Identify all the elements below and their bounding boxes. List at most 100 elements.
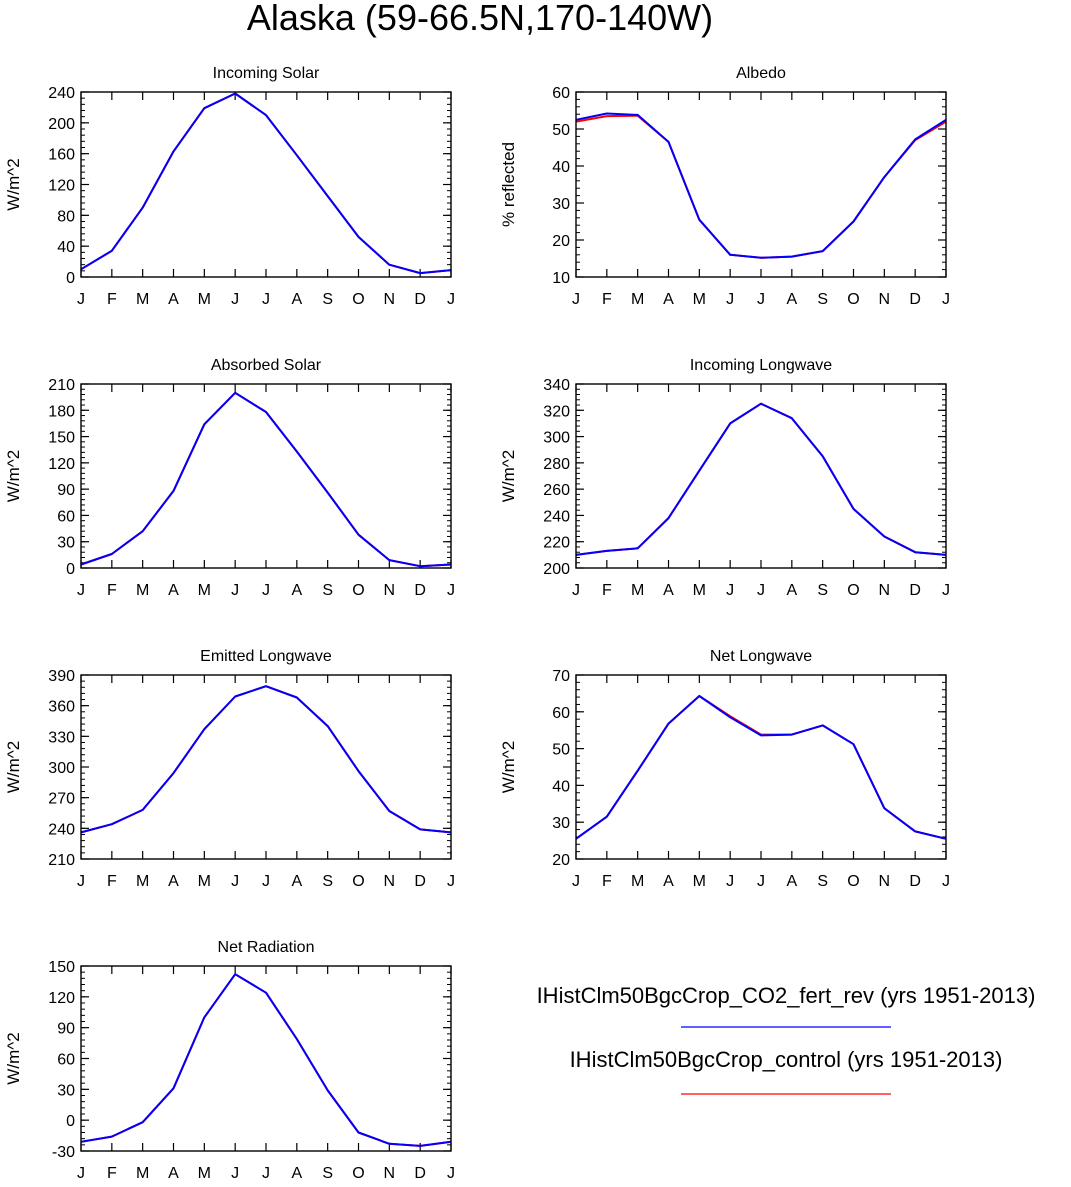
y-tick-label: 0: [66, 270, 75, 287]
y-tick-label: 90: [57, 1021, 75, 1038]
x-tick-label: A: [663, 873, 674, 890]
x-tick-label: A: [663, 291, 674, 308]
x-tick-label: J: [942, 582, 950, 599]
y-tick-label: 240: [543, 508, 570, 525]
y-tick-label: 210: [48, 852, 75, 869]
y-tick-label: 50: [552, 742, 570, 759]
x-tick-label: A: [291, 873, 302, 890]
chart-title: Albedo: [736, 65, 786, 82]
y-tick-label: 320: [543, 403, 570, 420]
chart-title: Net Longwave: [710, 648, 812, 665]
x-tick-label: S: [817, 873, 828, 890]
x-tick-label: M: [136, 291, 149, 308]
x-tick-label: F: [602, 873, 612, 890]
y-axis-label: W/m^2: [4, 158, 23, 210]
y-tick-label: 240: [48, 85, 75, 102]
x-tick-label: J: [262, 291, 270, 308]
x-tick-label: A: [786, 582, 797, 599]
series-line-2: [575, 114, 947, 259]
x-tick-label: J: [572, 291, 580, 308]
x-tick-label: J: [77, 582, 85, 599]
plot-frame: [80, 91, 452, 278]
y-tick-label: 360: [48, 699, 75, 716]
y-tick-label: 270: [48, 791, 75, 808]
y-tick-label: 330: [48, 729, 75, 746]
y-tick-label: 300: [543, 430, 570, 447]
x-tick-label: M: [136, 873, 149, 890]
x-tick-label: F: [107, 1165, 117, 1182]
chart-title: Incoming Longwave: [690, 357, 832, 374]
y-tick-label: 240: [48, 821, 75, 838]
x-tick-label: O: [352, 291, 364, 308]
x-tick-label: A: [663, 582, 674, 599]
y-tick-label: 340: [543, 377, 570, 394]
y-tick-label: 150: [48, 430, 75, 447]
x-tick-label: D: [909, 291, 921, 308]
chart-panel-1: Incoming Solar W/m^2 0 40 80 120 160 200 240 J F M A…: [4, 65, 455, 308]
x-tick-label: M: [136, 582, 149, 599]
x-tick-label: N: [879, 582, 891, 599]
legend-label-2: IHistClm50BgcCrop_control (yrs 1951-2013…: [570, 1047, 1003, 1072]
x-tick-label: N: [384, 582, 396, 599]
x-tick-label: J: [757, 291, 765, 308]
plot-frame: [80, 383, 452, 569]
x-tick-label: A: [291, 1165, 302, 1182]
x-tick-label: M: [198, 873, 211, 890]
y-axis-label: W/m^2: [499, 450, 518, 502]
x-tick-label: D: [414, 291, 426, 308]
chart-title: Emitted Longwave: [200, 648, 332, 665]
y-tick-label: 50: [552, 122, 570, 139]
y-tick-label: 200: [543, 561, 570, 578]
x-tick-label: J: [757, 582, 765, 599]
x-tick-label: J: [447, 582, 455, 599]
x-tick-label: M: [693, 291, 706, 308]
y-tick-label: 60: [57, 508, 75, 525]
y-tick-label: 0: [66, 1113, 75, 1130]
x-tick-label: F: [107, 582, 117, 599]
x-tick-label: A: [786, 873, 797, 890]
x-tick-label: J: [262, 582, 270, 599]
x-tick-label: N: [879, 873, 891, 890]
y-tick-label: 30: [552, 815, 570, 832]
plot-frame: [575, 674, 947, 860]
y-tick-label: 120: [48, 178, 75, 195]
y-tick-label: 150: [48, 959, 75, 976]
y-tick-label: 200: [48, 116, 75, 133]
y-tick-label: -30: [52, 1144, 75, 1161]
x-tick-label: J: [262, 873, 270, 890]
x-tick-label: A: [786, 291, 797, 308]
chart-panel-3: Absorbed Solar W/m^2 0 30 60 90 120 150 180 210 J F…: [4, 357, 455, 599]
x-tick-label: J: [572, 582, 580, 599]
series-line-1: [575, 695, 947, 840]
x-tick-label: O: [847, 873, 859, 890]
x-tick-label: M: [693, 582, 706, 599]
series-line-2: [80, 92, 452, 275]
x-tick-label: O: [352, 1165, 364, 1182]
chart-panel-2: Albedo % reflected 10 20 30 40 50 60 J F M A M J J A S O N…: [499, 65, 950, 308]
x-tick-label: J: [726, 291, 734, 308]
x-tick-label: M: [631, 582, 644, 599]
x-tick-label: J: [447, 873, 455, 890]
x-tick-label: M: [198, 1165, 211, 1182]
x-tick-label: J: [572, 873, 580, 890]
y-tick-label: 60: [552, 85, 570, 102]
x-tick-label: M: [198, 582, 211, 599]
x-tick-label: A: [291, 582, 302, 599]
plot-frame: [80, 965, 452, 1152]
x-tick-label: A: [168, 291, 179, 308]
legend: IHistClm50BgcCrop_CO2_fert_rev (yrs 1951…: [537, 983, 1036, 1095]
legend-label-1: IHistClm50BgcCrop_CO2_fert_rev (yrs 1951…: [537, 983, 1036, 1008]
y-tick-label: 280: [543, 456, 570, 473]
y-tick-label: 260: [543, 482, 570, 499]
x-tick-label: J: [726, 873, 734, 890]
chart-title: Incoming Solar: [213, 65, 320, 82]
y-axis-label: % reflected: [499, 142, 518, 227]
x-tick-label: A: [168, 1165, 179, 1182]
x-tick-label: N: [384, 873, 396, 890]
y-tick-label: 90: [57, 482, 75, 499]
x-tick-label: D: [909, 582, 921, 599]
series-line-1: [575, 402, 947, 556]
series-line-1: [575, 112, 947, 259]
x-tick-label: S: [322, 582, 333, 599]
